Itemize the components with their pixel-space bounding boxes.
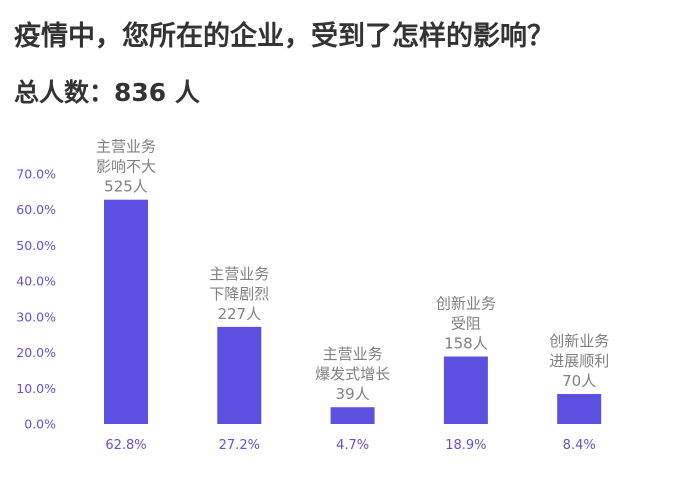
bar xyxy=(330,407,375,424)
category-label: 下降剧烈 xyxy=(209,285,269,303)
category-label: 主营业务 xyxy=(209,265,269,283)
bars-group xyxy=(104,199,602,424)
bar-value-label: 18.9% xyxy=(445,438,486,453)
bar-value-label: 8.4% xyxy=(563,438,596,453)
chart-title: 疫情中，您所在的企业，受到了怎样的影响？ xyxy=(14,21,554,52)
bar-value-label: 62.8% xyxy=(105,438,146,453)
bar xyxy=(104,199,148,424)
x-axis-labels: 62.8% 27.2% 4.7% 18.9% 8.4% xyxy=(105,438,595,453)
category-label: 主营业务 xyxy=(96,138,156,156)
category-label: 创新业务 xyxy=(549,332,609,350)
y-tick-label: 10.0% xyxy=(16,381,56,396)
y-tick-label: 60.0% xyxy=(16,202,56,217)
y-tick-label: 0.0% xyxy=(24,417,56,432)
y-tick-label: 20.0% xyxy=(16,345,56,360)
category-label: 主营业务 xyxy=(323,345,383,363)
annotations-group: 主营业务影响不大525人主营业务下降剧烈227人主营业务爆发式增长39人创新业务… xyxy=(96,138,609,404)
y-tick-label: 40.0% xyxy=(16,274,56,289)
bar-count-label: 39人 xyxy=(336,385,370,403)
y-tick-label: 50.0% xyxy=(16,238,56,253)
bar-count-label: 158人 xyxy=(444,335,488,353)
bar xyxy=(217,326,262,424)
y-tick-label: 30.0% xyxy=(16,309,56,324)
bar-count-label: 525人 xyxy=(104,178,148,196)
category-label: 爆发式增长 xyxy=(315,365,390,383)
bar-value-label: 27.2% xyxy=(219,438,260,453)
category-label: 受阻 xyxy=(451,315,481,333)
category-label: 影响不大 xyxy=(96,158,156,176)
y-tick-label: 70.0% xyxy=(16,167,56,182)
bar-count-label: 227人 xyxy=(217,305,261,323)
y-axis: 0.0% 10.0% 20.0% 30.0% 40.0% 50.0% 60.0% 70.0% xyxy=(16,167,56,432)
bar-count-label: 70人 xyxy=(562,372,596,390)
chart-subtitle: 总人数：836 人 xyxy=(14,78,200,107)
bar-value-label: 4.7% xyxy=(336,438,369,453)
bar xyxy=(443,356,488,424)
bar xyxy=(557,394,602,424)
category-label: 创新业务 xyxy=(436,295,496,313)
category-label: 进展顺利 xyxy=(549,352,609,370)
